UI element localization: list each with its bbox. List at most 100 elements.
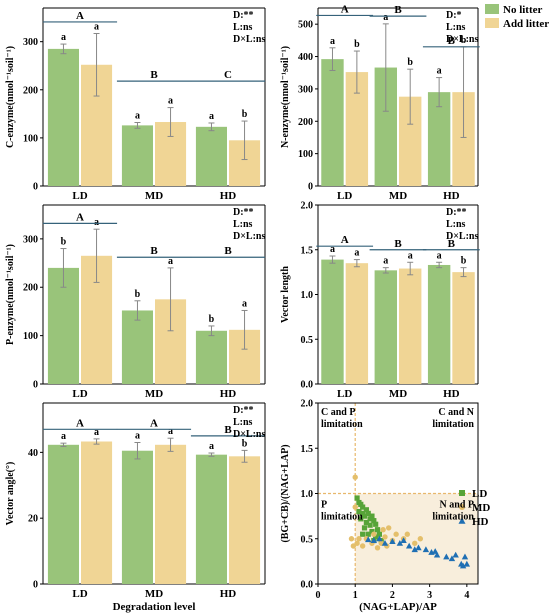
significance-letter: b — [242, 109, 248, 120]
bar — [47, 444, 79, 584]
y-tick-label: 1.0 — [301, 489, 314, 500]
point-hd — [400, 537, 407, 544]
group-letter: A — [341, 234, 349, 246]
significance-letter: b — [135, 289, 141, 300]
point-ld — [373, 534, 379, 540]
point-md — [385, 525, 392, 531]
point-ld — [367, 516, 373, 522]
point-ld — [376, 531, 382, 537]
scatter-legend-label: HD — [472, 516, 489, 528]
x-tick-label: 0 — [316, 590, 321, 601]
x-tick-label: MD — [389, 388, 407, 400]
y-tick-label: 300 — [23, 37, 38, 48]
stats-text: D×L:ns — [446, 34, 478, 45]
significance-letter: a — [242, 298, 247, 309]
x-axis-label: Degradation level — [113, 601, 196, 613]
bar — [195, 330, 227, 384]
bar — [399, 96, 422, 186]
stats-text: D×L:ns — [446, 231, 478, 242]
point-ld — [354, 495, 360, 501]
y-tick-label: 20 — [28, 514, 38, 525]
x-axis-label: (NAG+LAP)/AP — [359, 601, 437, 613]
legend-marker-hd — [458, 517, 466, 524]
point-hd — [415, 544, 422, 551]
x-tick-label: MD — [145, 190, 163, 202]
y-tick-label: 100 — [23, 331, 38, 342]
point-ld — [361, 513, 368, 519]
point-md — [380, 527, 386, 533]
legend-marker-ld — [459, 490, 465, 496]
bar-panel-4: 0 20 40 a a a a a b A A B LD MD HD D:**L:nsD×L:ns Vector… — [5, 402, 266, 613]
group-letter: B — [394, 4, 402, 16]
point-hd — [396, 539, 404, 546]
bar — [229, 456, 261, 584]
bar — [452, 272, 475, 384]
point-md — [382, 534, 388, 540]
point-ld — [360, 531, 366, 537]
point-ld — [365, 510, 371, 517]
point-hd — [411, 546, 418, 553]
point-ld — [358, 501, 364, 507]
legend-label: No litter — [503, 4, 543, 16]
significance-letter: a — [330, 244, 335, 255]
y-axis-label: Vector length — [280, 266, 291, 323]
point-ld — [371, 518, 377, 524]
y-tick-label: 0.0 — [301, 580, 314, 591]
point-ld — [356, 509, 362, 515]
x-tick-label: HD — [220, 388, 237, 400]
point-md — [354, 540, 360, 546]
y-tick-label: 0 — [33, 380, 38, 391]
x-tick-label: 4 — [464, 590, 469, 601]
bar — [345, 72, 369, 186]
y-tick-label: 100 — [298, 149, 313, 160]
stats-text: L:ns — [233, 22, 253, 33]
group-letter: B — [448, 238, 456, 250]
point-ld — [374, 527, 381, 533]
y-axis-label: P-enzyme(nmol⁻¹soil⁻¹) — [5, 244, 16, 345]
group-letter: B — [150, 69, 158, 81]
point-hd — [448, 555, 456, 562]
y-tick-label: 40 — [28, 448, 38, 459]
significance-letter: a — [94, 427, 99, 438]
stats-text: D×L:ns — [233, 231, 265, 242]
significance-letter: a — [437, 66, 442, 77]
bar-panel-1: 0 100 200 300 400 500 a a a b b b A B B LD MD HD D:*L:nsD×… — [280, 3, 480, 202]
stats-text: D:** — [446, 207, 467, 218]
bar — [121, 310, 153, 384]
point-md — [348, 536, 355, 542]
significance-letter: a — [209, 441, 214, 452]
bar — [47, 48, 79, 186]
x-tick-label: 2 — [390, 590, 395, 601]
significance-letter: a — [61, 431, 66, 442]
legend: No litter Add litter — [485, 4, 549, 30]
significance-letter: a — [437, 250, 442, 261]
point-md — [356, 536, 362, 542]
x-tick-label: LD — [72, 588, 87, 600]
stats-text: L:ns — [233, 219, 253, 230]
point-hd — [459, 562, 467, 569]
x-tick-label: LD — [337, 190, 352, 202]
bar — [121, 125, 153, 186]
legend-swatch — [485, 4, 499, 14]
group-letter: B — [224, 245, 232, 257]
point-md — [352, 474, 358, 480]
y-axis-label: C-enzyme(nmol⁻¹soil⁻¹) — [5, 46, 16, 148]
x-tick-label: LD — [337, 388, 352, 400]
significance-letter: b — [461, 35, 467, 46]
bar — [374, 67, 397, 186]
point-ld — [358, 516, 364, 522]
significance-letter: b — [61, 237, 67, 248]
group-letter: B — [224, 424, 232, 436]
y-tick-label: 1.5 — [301, 444, 314, 455]
significance-letter: a — [354, 248, 359, 259]
y-tick-label: 100 — [23, 133, 38, 144]
significance-letter: a — [135, 110, 140, 121]
significance-letter: a — [408, 250, 413, 261]
y-tick-label: 0.0 — [301, 380, 314, 391]
bar — [81, 441, 113, 584]
